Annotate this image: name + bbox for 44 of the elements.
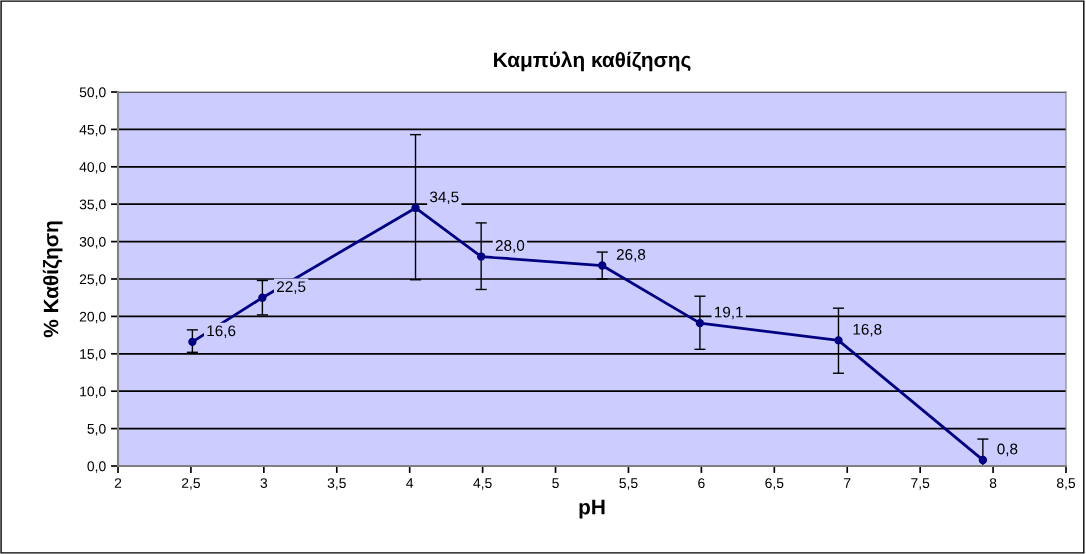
x-tick-label: 3: [260, 478, 268, 489]
data-label: 16,8: [853, 323, 882, 337]
x-tick-label: 7,5: [911, 478, 930, 490]
y-tick-label: 0,0: [87, 461, 106, 473]
x-tick-label: 6,5: [765, 478, 784, 490]
chart-title: Καμπύλη καθίζησης: [494, 51, 691, 72]
x-tick-label: 3,5: [327, 478, 346, 490]
data-label: 34,5: [430, 191, 459, 205]
y-tick-label: 30,0: [79, 236, 106, 249]
data-label: 16,6: [207, 325, 236, 339]
data-label: 26,8: [616, 249, 646, 262]
point: [258, 293, 267, 302]
x-tick-label: 8: [989, 478, 997, 489]
y-tick-label: 45,0: [79, 124, 106, 137]
data-label: 19,1: [714, 306, 743, 320]
y-tick-label: 35,0: [79, 199, 106, 212]
point: [411, 203, 420, 213]
x-tick-label: 4,5: [473, 478, 492, 490]
x-tick-label: 5,5: [619, 478, 638, 490]
point: [476, 252, 486, 261]
x-tick-label: 5: [552, 478, 559, 489]
point: [695, 318, 705, 328]
y-tick-label: 20,0: [79, 311, 106, 324]
y-tick-label: 15,0: [80, 349, 106, 361]
x-tick-label: 7: [844, 478, 851, 488]
point: [188, 337, 197, 346]
y-tick-label: 25,0: [79, 274, 106, 286]
y-tick-label: 40,0: [79, 162, 106, 174]
data-label: 0,8: [997, 443, 1018, 457]
data-label: 22,5: [277, 281, 306, 294]
y-axis-title: % Καθίζηση: [42, 221, 63, 338]
point: [978, 455, 988, 465]
point: [834, 336, 843, 345]
y-tick-label: 10,0: [80, 386, 106, 399]
x-tick-label: 2: [114, 478, 122, 488]
x-tick-label: 2,5: [181, 478, 200, 490]
x-tick-label: 8,5: [1056, 478, 1076, 490]
x-axis-title: pH: [579, 499, 605, 519]
x-tick-label: 4: [406, 478, 414, 488]
point: [598, 261, 607, 270]
data-label: 28,0: [495, 240, 525, 253]
x-tick-label: 6: [698, 478, 705, 489]
y-tick-label: 50,0: [79, 87, 106, 99]
y-tick-label: 5,0: [87, 423, 106, 436]
